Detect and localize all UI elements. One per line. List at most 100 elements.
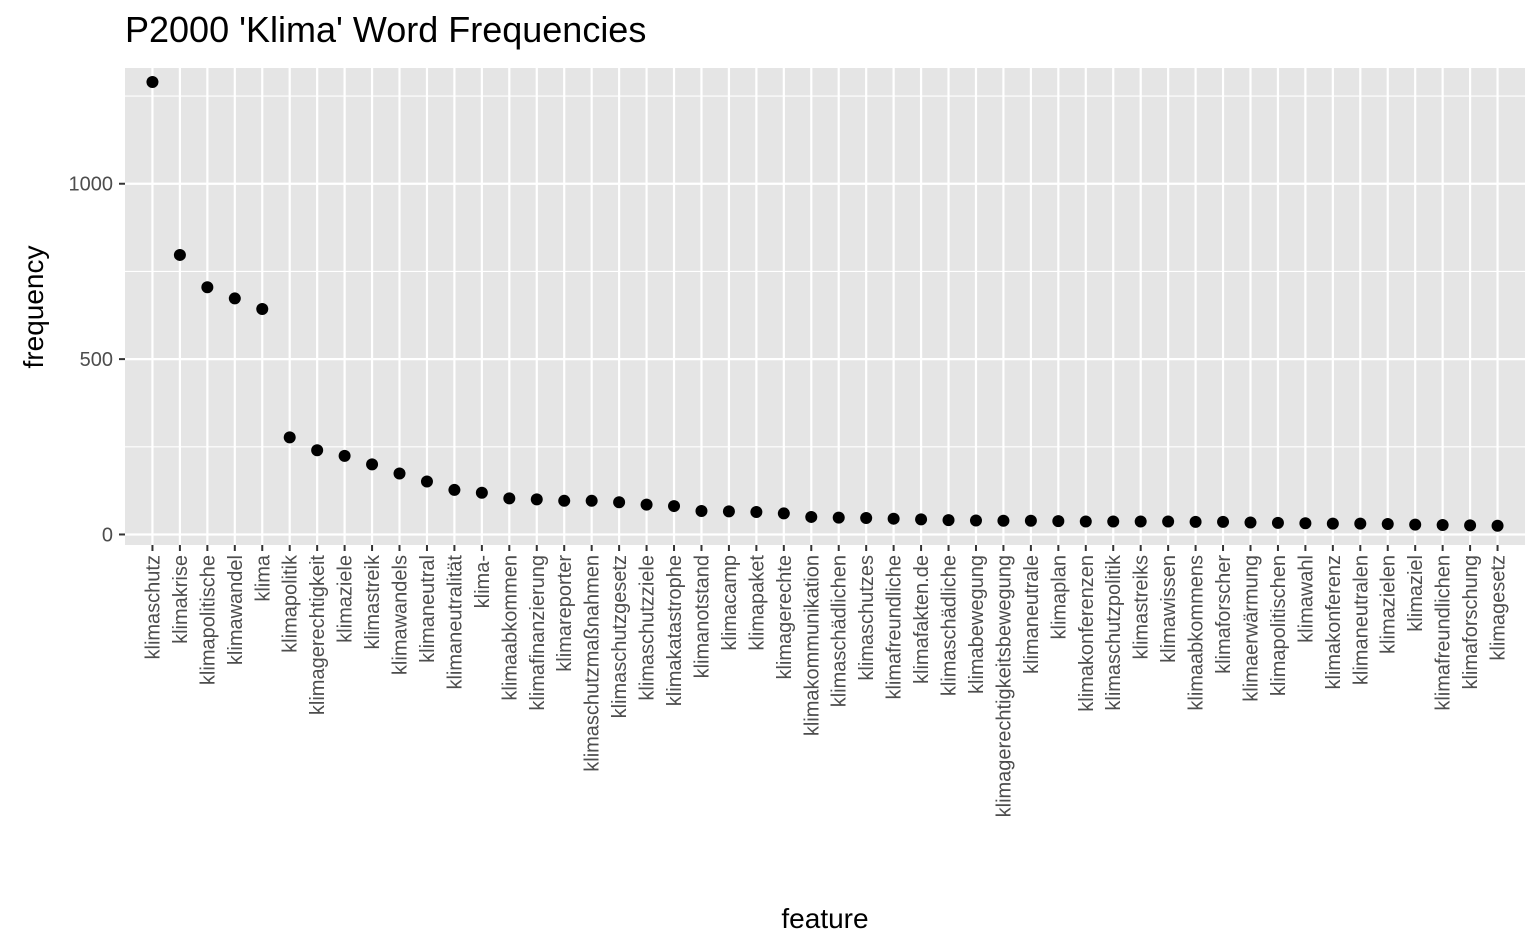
data-point — [1299, 517, 1312, 530]
x-tick-label: klimawandels — [390, 555, 412, 675]
data-point — [256, 302, 269, 315]
x-tick-label: klimafakten.de — [911, 555, 933, 684]
x-tick-label: klimaschutzziele — [637, 555, 659, 701]
data-point — [1217, 515, 1230, 528]
x-tick-label: klimakommunikation — [801, 555, 823, 736]
data-point — [777, 507, 790, 520]
x-tick-label: klimaabkommens — [1186, 555, 1208, 711]
data-point — [311, 444, 324, 457]
data-point — [1464, 519, 1477, 532]
x-tick-label: klimaziel — [1405, 555, 1427, 632]
x-tick-label: klimacamp — [719, 555, 741, 651]
x-tick-label: klimazielen — [1378, 555, 1400, 654]
data-point — [530, 493, 543, 506]
x-tick-label: klimaschutzes — [856, 555, 878, 681]
x-tick-label: klimaschädlichen — [829, 555, 851, 707]
x-tick-label: klimaneutralen — [1350, 555, 1372, 685]
data-point — [1162, 515, 1175, 528]
data-point — [613, 496, 626, 509]
x-tick-label: klimabewegung — [966, 555, 988, 694]
x-tick-label: klimapolitische — [197, 555, 219, 685]
data-point — [1436, 519, 1449, 532]
data-point — [228, 292, 241, 305]
x-tick-label: klimafreundlichen — [1433, 555, 1455, 711]
x-tick-label: klima- — [472, 555, 494, 608]
data-point — [1326, 517, 1339, 530]
x-tick-label: klima — [252, 554, 274, 602]
data-point — [1491, 519, 1504, 532]
x-tick-label: klimaziele — [335, 555, 357, 643]
data-point — [475, 486, 488, 499]
x-tick-label: klimaabkommen — [499, 555, 521, 701]
plot-panel — [125, 68, 1525, 545]
data-point — [1189, 515, 1202, 528]
data-point — [969, 514, 982, 527]
data-point — [1354, 517, 1367, 530]
data-point — [503, 492, 516, 505]
data-point — [420, 475, 433, 488]
data-point — [146, 76, 159, 89]
x-tick-label: klimawissen — [1158, 555, 1180, 663]
x-tick-label: klimastreiks — [1131, 555, 1153, 659]
chart-title: P2000 'Klima' Word Frequencies — [125, 9, 646, 50]
x-tick-label: klimapaket — [746, 555, 768, 651]
data-point — [1052, 515, 1065, 528]
x-tick-label: klimaschutzpolitik — [1103, 554, 1125, 711]
data-point — [1134, 515, 1147, 528]
data-point — [750, 506, 763, 519]
x-tick-label: klimafreundliche — [884, 555, 906, 700]
x-tick-label: klimastreik — [362, 554, 384, 649]
y-axis: 0 500 1000 — [69, 174, 125, 546]
y-axis-title: frequency — [18, 246, 49, 369]
data-point — [860, 511, 873, 524]
data-point — [173, 248, 186, 261]
data-point — [585, 494, 598, 507]
data-point — [1024, 514, 1037, 527]
data-point — [393, 467, 406, 480]
x-tick-label: klimawahl — [1295, 555, 1317, 643]
data-point — [805, 510, 818, 523]
x-tick-label: klimaforschung — [1460, 555, 1482, 690]
data-point — [558, 494, 571, 507]
data-point — [201, 281, 214, 294]
x-tick-label: klimagerechtigkeitsbewegung — [993, 555, 1015, 817]
x-tick-label: klimaschutzgesetz — [609, 555, 631, 718]
data-point — [1381, 517, 1394, 530]
data-point — [668, 500, 681, 513]
x-tick-label: klimaschädliche — [939, 555, 961, 696]
x-tick-label: klimaschutz — [142, 555, 164, 659]
y-tick-label: 0 — [102, 524, 113, 546]
data-point — [1244, 516, 1257, 529]
data-point — [997, 514, 1010, 527]
data-point — [1107, 515, 1120, 528]
data-point — [1271, 516, 1284, 529]
data-points — [146, 76, 1504, 532]
data-point — [887, 512, 900, 525]
x-tick-label: klimapolitischen — [1268, 555, 1290, 696]
x-axis-title: feature — [781, 903, 868, 934]
x-tick-label: klimakatastrophe — [664, 555, 686, 706]
x-tick-label: klimanotstand — [691, 555, 713, 678]
x-tick-label: klimaneutralität — [444, 555, 466, 690]
data-point — [1079, 515, 1092, 528]
x-axis: klimaschutz klimakrise klimapolitische klim… — [142, 545, 1510, 817]
x-tick-label: klimareporter — [554, 555, 576, 672]
data-point — [338, 449, 351, 462]
data-point — [942, 514, 955, 527]
x-tick-label: klimaplan — [1048, 555, 1070, 639]
data-point — [695, 504, 708, 517]
data-point — [448, 483, 461, 496]
x-tick-label: klimagesetz — [1488, 555, 1510, 661]
data-point — [283, 431, 296, 444]
x-tick-label: klimaforscher — [1213, 555, 1235, 674]
x-tick-label: klimagerechtigkeit — [307, 555, 329, 716]
data-point — [366, 458, 379, 471]
x-tick-label: klimakonferenzen — [1076, 555, 1098, 712]
data-point — [722, 505, 735, 518]
y-tick-label: 1000 — [69, 174, 114, 196]
data-point — [832, 511, 845, 524]
x-tick-label: klimaneutrale — [1021, 555, 1043, 674]
x-tick-label: klimafinanzierung — [527, 555, 549, 711]
x-tick-label: klimaschutzmaßnahmen — [582, 555, 604, 772]
